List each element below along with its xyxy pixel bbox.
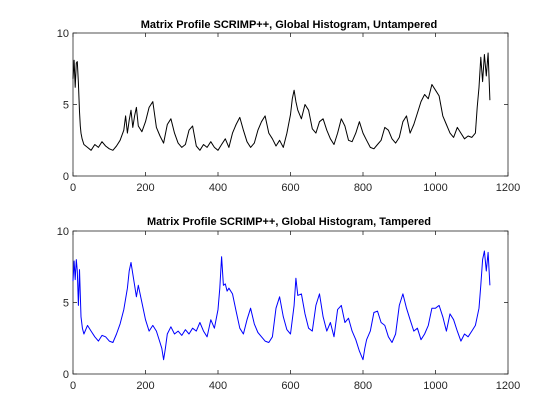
bottom-chart-panel: Matrix Profile SCRIMP++, Global Histogra… <box>57 216 520 392</box>
bottom-chart-y-tick-label: 5 <box>63 298 69 310</box>
bottom-chart-title: Matrix Profile SCRIMP++, Global Histogra… <box>147 216 431 228</box>
top-chart-ticks: 0 200 400 600 800 1000 1200 0 5 10 <box>57 28 520 194</box>
top-chart-x-tick-label: 200 <box>136 182 154 194</box>
top-chart-x-tick-label: 400 <box>209 182 227 194</box>
bottom-chart-x-tick-label: 200 <box>136 380 154 392</box>
top-chart-x-tick-label: 600 <box>281 182 299 194</box>
top-chart-series-line <box>72 52 491 151</box>
bottom-chart-x-tick-label: 1200 <box>496 380 520 392</box>
top-chart-y-tick-label: 10 <box>57 28 69 40</box>
top-chart-y-tick-label: 5 <box>63 100 69 112</box>
bottom-chart-axes <box>72 230 509 375</box>
top-chart-title: Matrix Profile SCRIMP++, Global Histogra… <box>141 19 437 31</box>
top-chart-x-tick-label: 0 <box>70 182 76 194</box>
top-chart-x-tick-label: 1200 <box>496 182 520 194</box>
bottom-chart-y-tick-label: 10 <box>57 226 69 238</box>
top-chart-y-tick-label: 0 <box>63 171 69 183</box>
bottom-chart-x-tick-label: 800 <box>354 380 372 392</box>
top-chart-panel: Matrix Profile SCRIMP++, Global Histogra… <box>57 19 520 194</box>
bottom-chart-x-tick-label: 600 <box>281 380 299 392</box>
top-chart-axes <box>72 32 509 177</box>
top-chart-x-tick-label: 800 <box>354 182 372 194</box>
bottom-chart-x-tick-label: 1000 <box>423 380 447 392</box>
bottom-chart-series-line <box>72 250 491 361</box>
bottom-chart-ticks: 0 200 400 600 800 1000 1200 0 5 10 <box>57 226 520 392</box>
bottom-chart-x-tick-label: 400 <box>209 380 227 392</box>
top-chart-x-tick-label: 1000 <box>423 182 447 194</box>
bottom-chart-x-tick-label: 0 <box>70 380 76 392</box>
bottom-chart-y-tick-label: 0 <box>63 369 69 381</box>
